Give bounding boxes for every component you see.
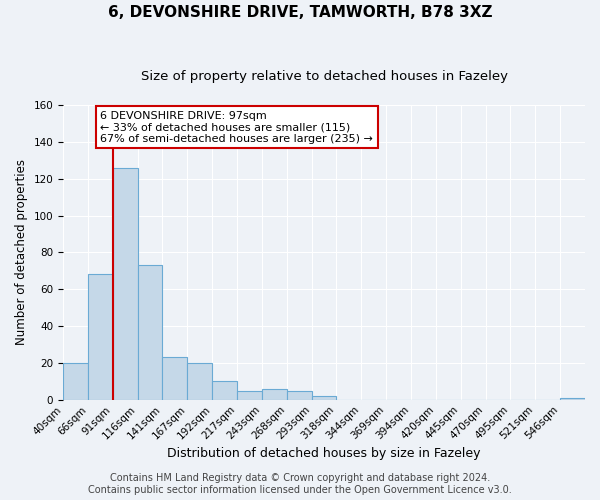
Text: 6, DEVONSHIRE DRIVE, TAMWORTH, B78 3XZ: 6, DEVONSHIRE DRIVE, TAMWORTH, B78 3XZ: [108, 5, 492, 20]
Bar: [113, 168, 137, 400]
Bar: [88, 274, 113, 400]
X-axis label: Distribution of detached houses by size in Fazeley: Distribution of detached houses by size …: [167, 447, 481, 460]
Bar: [187, 363, 212, 400]
Bar: [137, 266, 163, 400]
Text: Contains HM Land Registry data © Crown copyright and database right 2024.
Contai: Contains HM Land Registry data © Crown c…: [88, 474, 512, 495]
Bar: [287, 390, 311, 400]
Title: Size of property relative to detached houses in Fazeley: Size of property relative to detached ho…: [140, 70, 508, 83]
Bar: [311, 396, 337, 400]
Bar: [237, 390, 262, 400]
Bar: [63, 363, 88, 400]
Bar: [163, 358, 187, 400]
Y-axis label: Number of detached properties: Number of detached properties: [15, 160, 28, 346]
Text: 6 DEVONSHIRE DRIVE: 97sqm
← 33% of detached houses are smaller (115)
67% of semi: 6 DEVONSHIRE DRIVE: 97sqm ← 33% of detac…: [100, 110, 373, 144]
Bar: [262, 388, 287, 400]
Bar: [560, 398, 585, 400]
Bar: [212, 382, 237, 400]
